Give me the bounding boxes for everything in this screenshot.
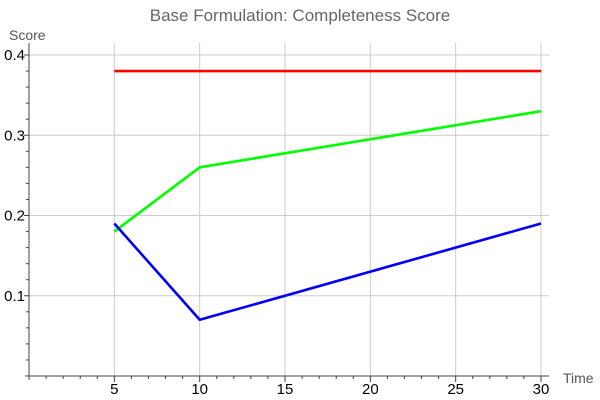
- x-tick-label: 15: [277, 381, 294, 398]
- chart-title: Base Formulation: Completeness Score: [150, 6, 450, 25]
- x-tick-label: 20: [362, 381, 379, 398]
- y-tick-label: 0.4: [4, 47, 25, 64]
- x-tick-label: 5: [110, 381, 118, 398]
- tick-labels: 5 10 15 20 25 30 0.1 0.2 0.3 0.4: [4, 47, 549, 398]
- axes: [25, 43, 549, 380]
- x-tick-label: 10: [191, 381, 208, 398]
- x-tick-label: 25: [447, 381, 464, 398]
- y-tick-label: 0.3: [4, 127, 25, 144]
- series-line-2: [113, 109, 542, 233]
- y-axis-label: Score: [9, 27, 46, 43]
- ticks: [24, 54, 542, 382]
- y-tick-label: 0.1: [4, 288, 25, 305]
- x-tick-label: 30: [533, 381, 550, 398]
- grid: [29, 43, 549, 376]
- y-tick-label: 0.2: [4, 208, 25, 225]
- x-axis-label: Time: [563, 370, 594, 386]
- series-group: [113, 69, 542, 322]
- series-line-3: [113, 222, 542, 322]
